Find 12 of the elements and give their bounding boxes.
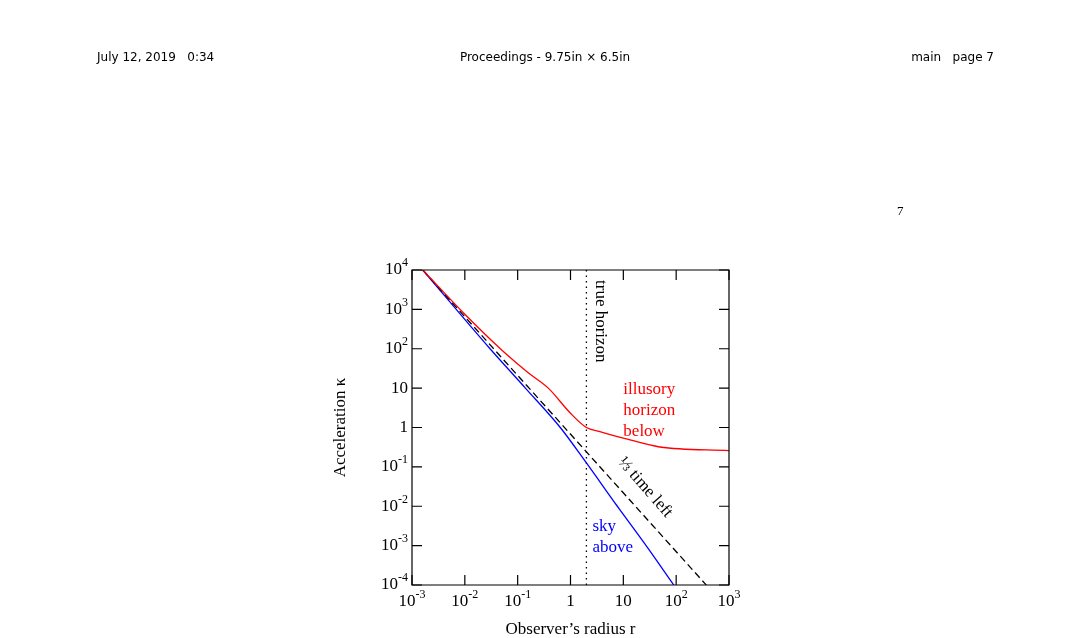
x-tick-label: 1	[566, 591, 575, 611]
text: 7	[897, 203, 904, 219]
x-tick-label: 10	[614, 591, 632, 611]
y-axis-title: Acceleration κ	[329, 377, 349, 478]
text: main page 7	[911, 50, 994, 64]
x-axis-title: Observer’s radius r	[505, 619, 636, 638]
text: Proceedings - 9.75in × 6.5in	[459, 50, 631, 64]
text: July 12, 2019 0:34	[97, 50, 215, 64]
ref-line-label: true horizon	[592, 280, 612, 364]
y-tick-label: 10	[391, 377, 408, 397]
y-tick-label: 1	[399, 416, 408, 436]
series-label: illusory horizon below	[623, 379, 676, 441]
